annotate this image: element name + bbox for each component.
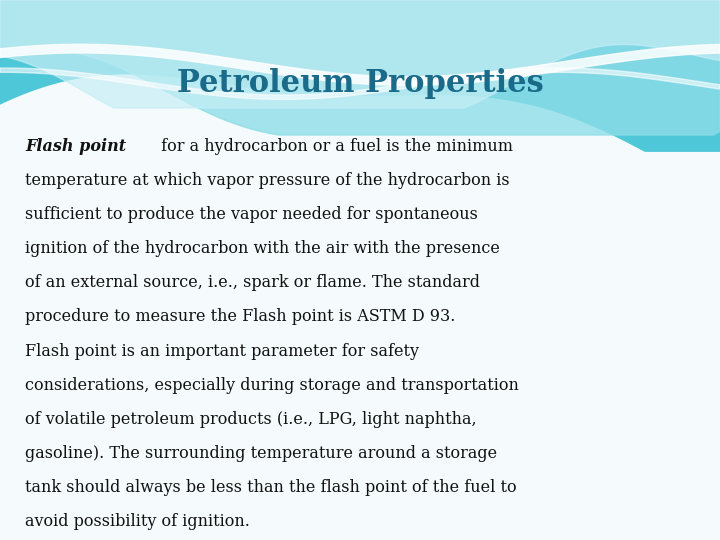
Text: ignition of the hydrocarbon with the air with the presence: ignition of the hydrocarbon with the air… [25,240,500,256]
Text: temperature at which vapor pressure of the hydrocarbon is: temperature at which vapor pressure of t… [25,172,510,188]
Text: tank should always be less than the flash point of the fuel to: tank should always be less than the flas… [25,479,517,496]
Text: procedure to measure the Flash point is ASTM D 93.: procedure to measure the Flash point is … [25,308,456,325]
Text: considerations, especially during storage and transportation: considerations, especially during storag… [25,377,519,394]
Text: of an external source, i.e., spark or flame. The standard: of an external source, i.e., spark or fl… [25,274,480,291]
Text: Flash point: Flash point [25,138,126,154]
Text: for a hydrocarbon or a fuel is the minimum: for a hydrocarbon or a fuel is the minim… [156,138,513,154]
Text: sufficient to produce the vapor needed for spontaneous: sufficient to produce the vapor needed f… [25,206,478,222]
Text: gasoline). The surrounding temperature around a storage: gasoline). The surrounding temperature a… [25,445,498,462]
Text: Petroleum Properties: Petroleum Properties [176,68,544,99]
Text: Flash point is an important parameter for safety: Flash point is an important parameter fo… [25,343,419,360]
Text: of volatile petroleum products (i.e., LPG, light naphtha,: of volatile petroleum products (i.e., LP… [25,411,477,428]
Text: avoid possibility of ignition.: avoid possibility of ignition. [25,513,250,530]
